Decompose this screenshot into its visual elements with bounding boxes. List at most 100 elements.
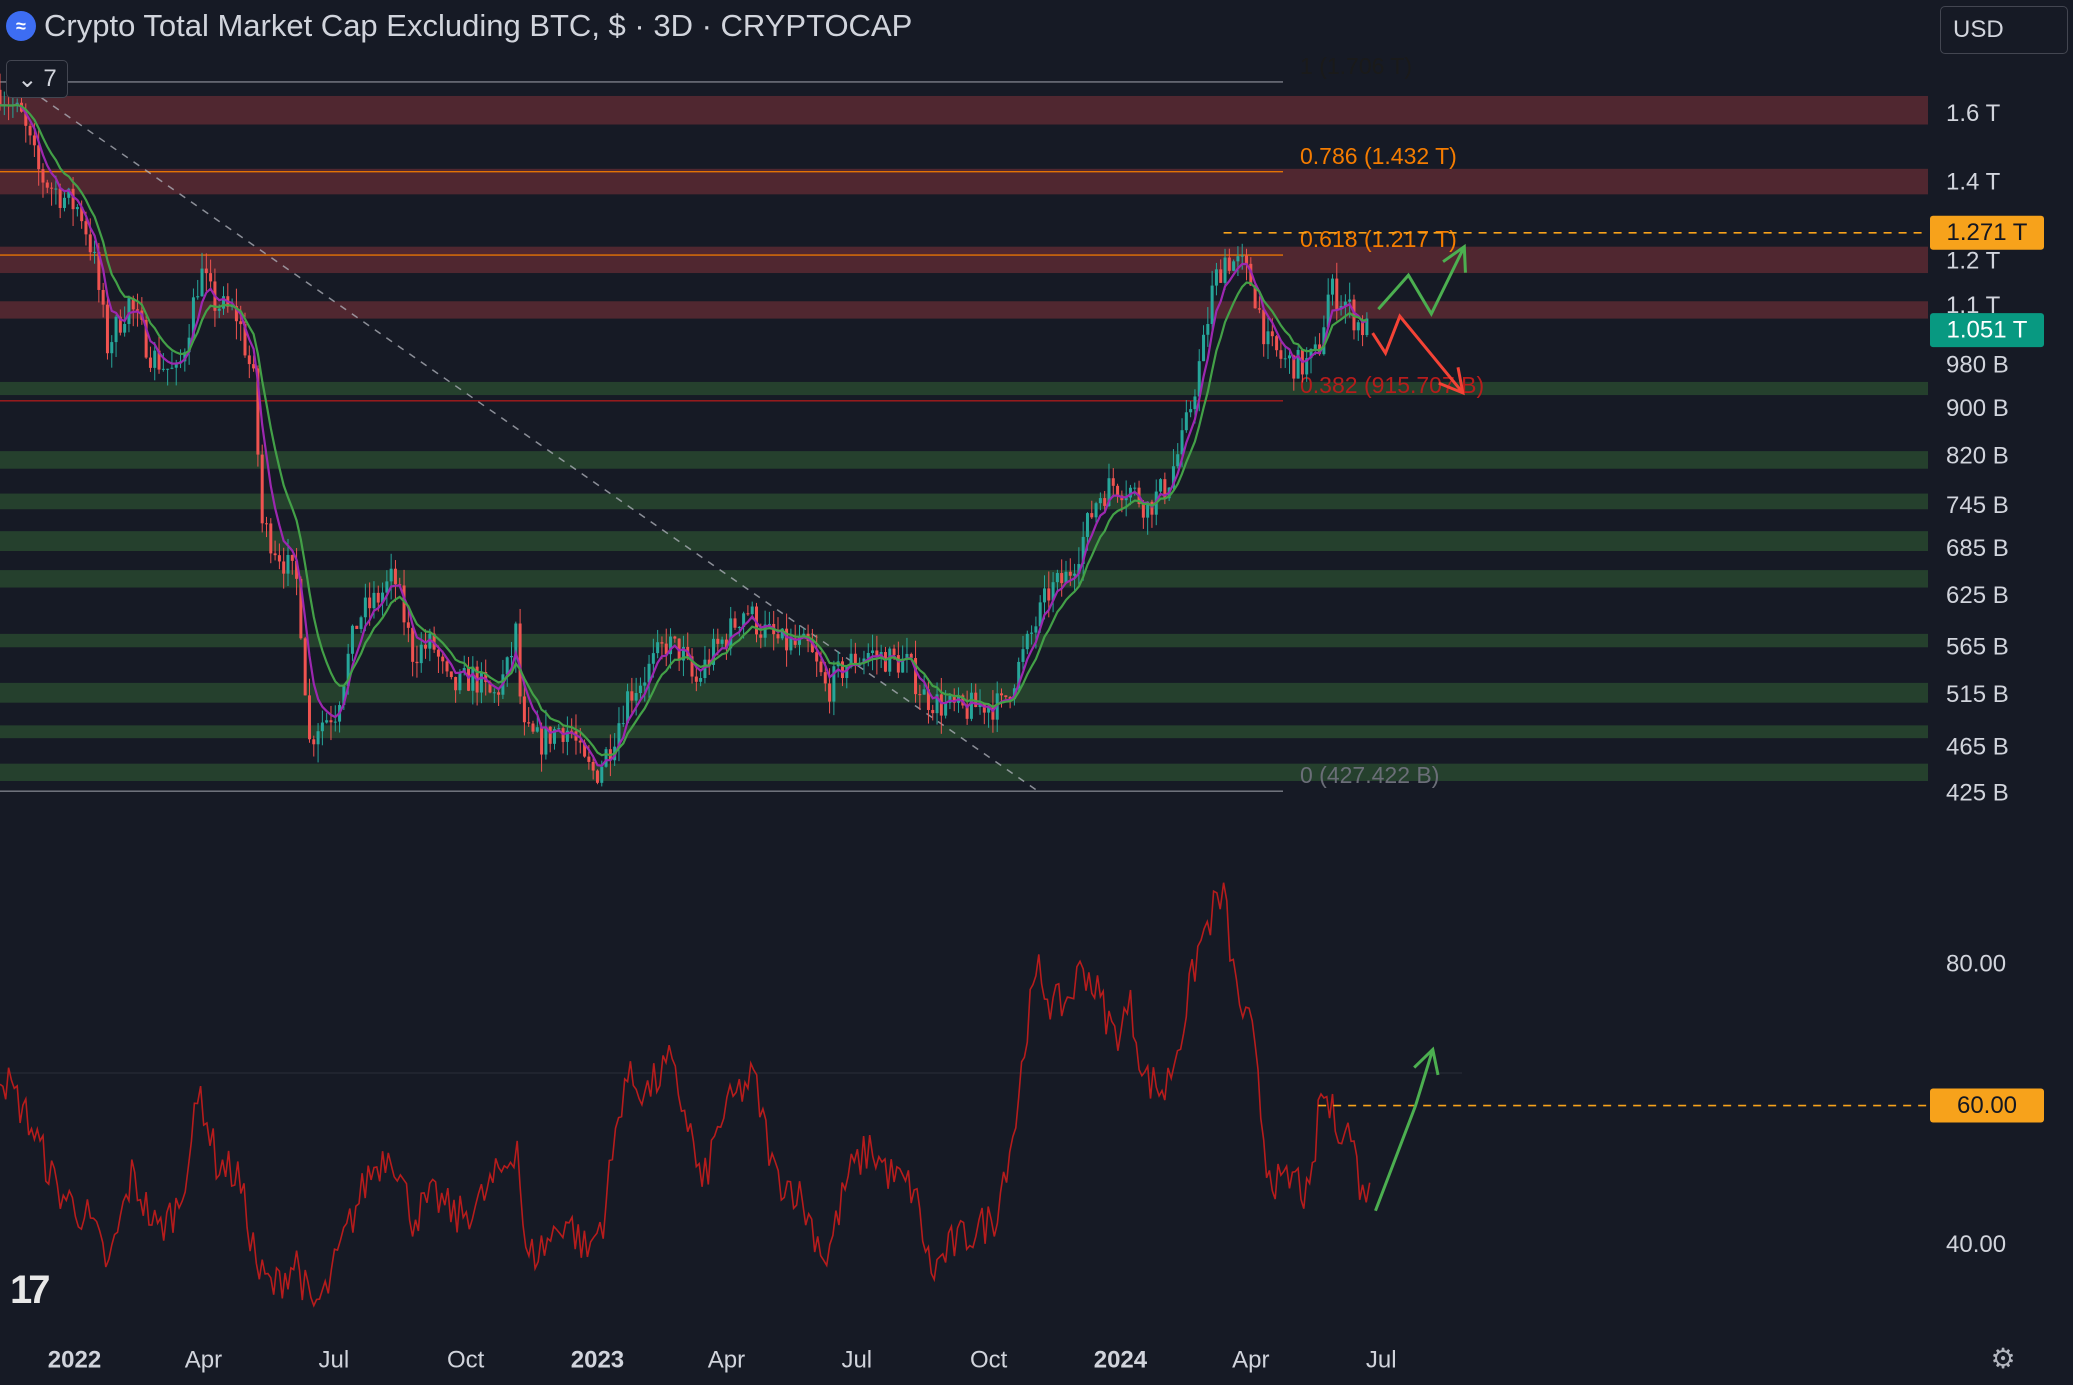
candle-body (1270, 331, 1274, 337)
candle-body (346, 653, 350, 687)
price-axis-label: 900 B (1946, 395, 2009, 422)
candle-body (1133, 487, 1137, 489)
candle-body (570, 730, 574, 732)
candle-body (1210, 285, 1214, 325)
current-price-badge-bg (1930, 313, 2044, 348)
candle-body (329, 720, 333, 723)
candle-body (892, 648, 896, 656)
candle-body (1030, 632, 1034, 634)
gear-icon[interactable]: ⚙ (1990, 1343, 2016, 1374)
candle-body (660, 642, 664, 644)
candle-body (342, 686, 346, 706)
candle-body (875, 650, 879, 657)
candle-body (101, 289, 105, 305)
candle-body (1287, 355, 1291, 359)
candle-body (1128, 487, 1132, 498)
candle-body (823, 672, 827, 684)
candle-body (819, 661, 823, 673)
candle-body (699, 678, 703, 682)
candle-body (58, 188, 62, 208)
recent-high-badge-bg (1930, 215, 2044, 250)
candle-body (548, 726, 552, 744)
candle-body (656, 642, 660, 654)
current-price-badge: 1.051 T (1947, 317, 2028, 344)
trendline (29, 89, 1040, 793)
candle-body (1335, 278, 1339, 310)
candle-body (286, 554, 290, 574)
candle-body (333, 721, 337, 723)
candle-body (1214, 269, 1218, 286)
candle-body (527, 722, 531, 724)
candle-body (935, 694, 939, 714)
candle-body (591, 761, 595, 771)
candle-body (1232, 261, 1236, 271)
forecast-up-arrow-head (1442, 243, 1467, 273)
candle-body (118, 316, 122, 333)
chart-title: Crypto Total Market Cap Excluding BTC, $… (44, 8, 913, 43)
time-axis-label: Oct (970, 1346, 1008, 1373)
candle-body (871, 650, 875, 654)
candle-body (252, 364, 256, 369)
candle-body (441, 656, 445, 662)
candle-body (797, 637, 801, 645)
price-axis-label: 1.4 T (1946, 169, 2001, 196)
candle-body (88, 234, 92, 253)
candle-body (359, 617, 363, 629)
candle-body (424, 644, 428, 649)
candle-body (815, 652, 819, 662)
candle-body (419, 644, 423, 664)
chart-header: ≈ Crypto Total Market Cap Excluding BTC,… (6, 8, 912, 44)
candle-body (84, 221, 88, 235)
candle-body (638, 685, 642, 694)
candle-body (234, 306, 238, 322)
currency-selector[interactable]: USD (1940, 6, 2068, 54)
candle-body (905, 653, 909, 659)
candle-body (1038, 602, 1042, 627)
candle-body (1159, 479, 1163, 492)
candle-body (552, 729, 556, 744)
candle-body (1163, 479, 1167, 499)
rsi-level-badge-bg (1930, 1088, 2044, 1123)
candle-body (247, 355, 251, 365)
candle-body (514, 623, 518, 656)
candle-body (866, 653, 870, 659)
candle-body (1094, 503, 1098, 518)
rsi-level-badge: 60.00 (1957, 1092, 2017, 1119)
candle-body (767, 623, 771, 625)
candle-body (901, 658, 905, 673)
candle-body (565, 730, 569, 742)
candle-body (93, 251, 97, 253)
time-axis-label: 2023 (571, 1346, 624, 1373)
candle-body (849, 653, 853, 667)
candle-body (712, 638, 716, 665)
candle-body (1004, 695, 1008, 697)
candle-body (492, 692, 496, 694)
candle-body (1356, 322, 1360, 331)
candle-body (531, 723, 535, 732)
candle-body (896, 655, 900, 673)
support-zone (0, 570, 1928, 588)
candle-body (793, 638, 797, 645)
price-axis-label: 515 B (1946, 681, 2009, 708)
candle-body (243, 324, 247, 356)
price-axis-label: 820 B (1946, 443, 2009, 470)
candle-body (467, 668, 471, 691)
candle-body (681, 646, 685, 661)
resistance-zone (0, 246, 1928, 274)
candle-body (1313, 344, 1317, 349)
candle-body (518, 623, 522, 697)
candle-body (428, 633, 432, 649)
candle-body (626, 691, 630, 724)
candle-body (1296, 349, 1300, 379)
tradingview-logo-icon[interactable]: 17 (10, 1268, 50, 1312)
time-axis-label: 2022 (48, 1346, 101, 1373)
candle-body (1326, 294, 1330, 328)
candle-body (1116, 485, 1120, 496)
candle-body (269, 523, 273, 554)
candle-body (763, 624, 767, 638)
candle-body (402, 585, 406, 623)
indicator-collapse-button[interactable]: ⌄ 7 (6, 60, 68, 98)
candle-body (647, 663, 651, 683)
